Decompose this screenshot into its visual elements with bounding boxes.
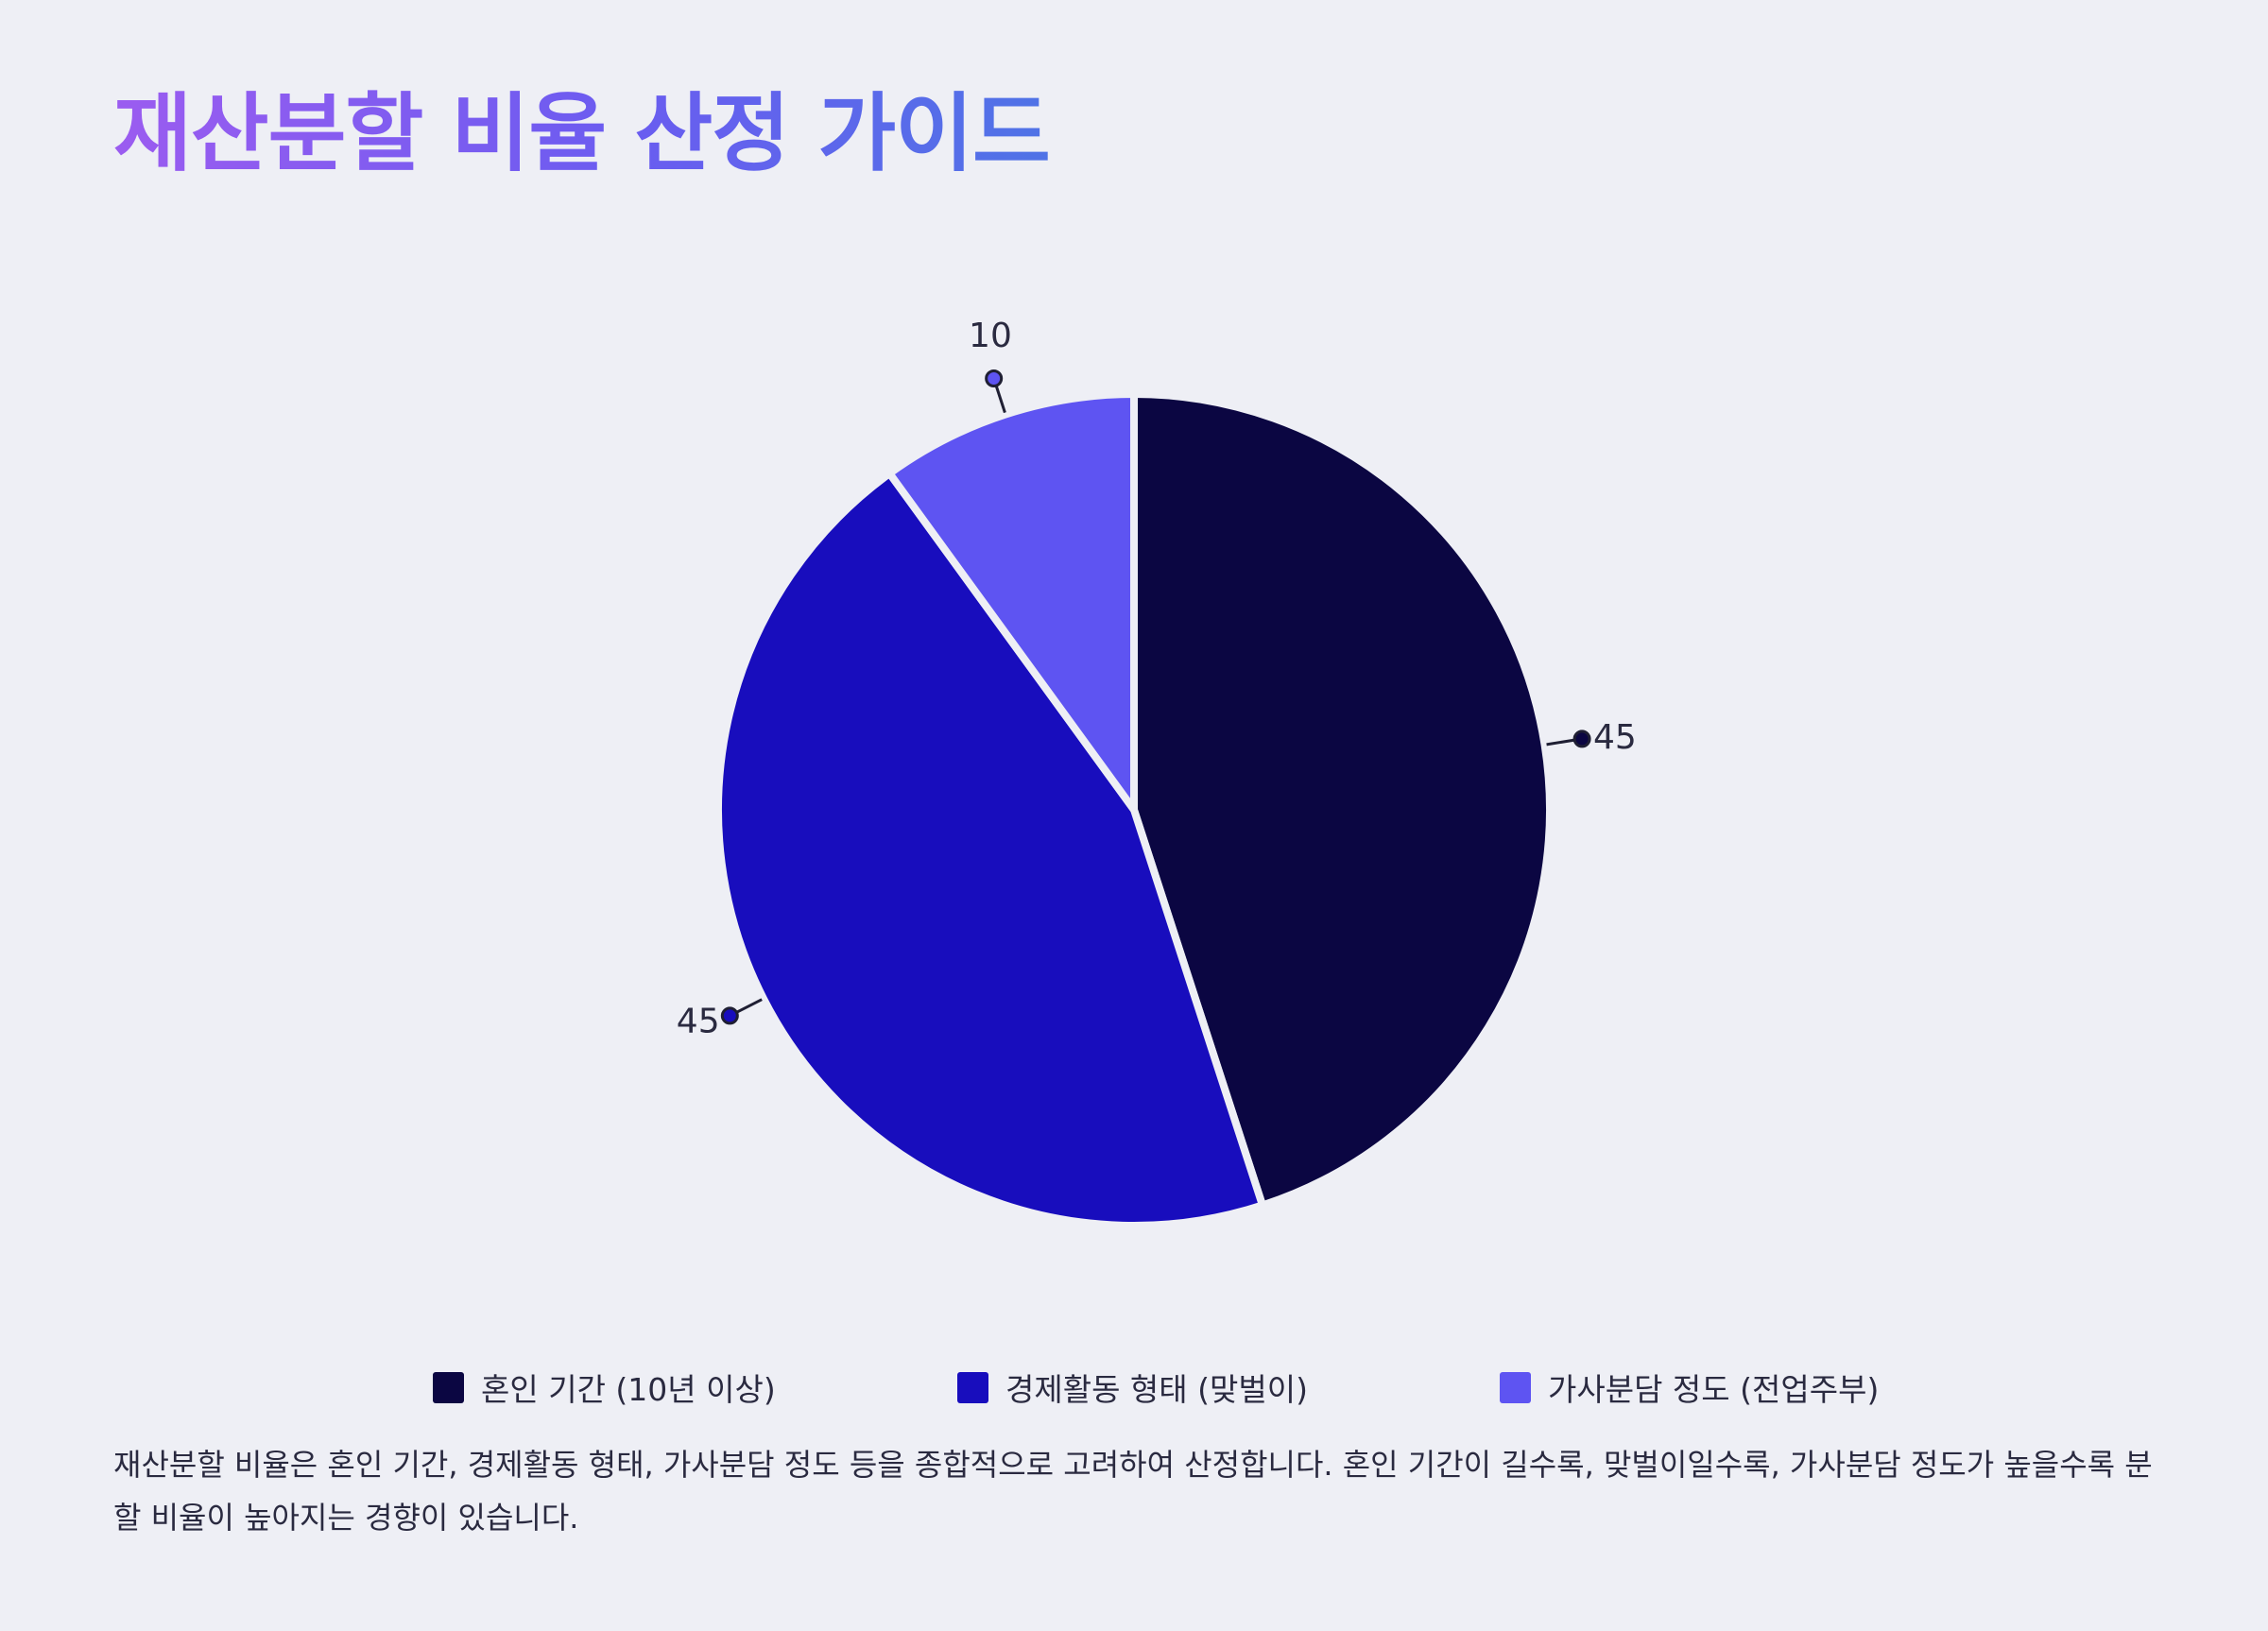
legend-item-housework-share[interactable]: 가사분담 정도 (전업주부) [1500,1365,1879,1410]
pie-data-labels: 45 45 10 [677,317,1637,1040]
legend-label: 가사분담 정도 (전업주부) [1548,1371,1880,1408]
pie-slices [714,390,1554,1229]
chart-legend: 혼인 기간 (10년 이상) 경제활동 형태 (맞벌이) 가사분담 정도 (전업주부… [0,1365,2268,1412]
legend-item-marriage-duration[interactable]: 혼인 기간 (10년 이상) [433,1365,776,1410]
leader-dot-marriage-duration [1572,730,1591,748]
data-label-marriage-duration: 45 [1593,718,1637,757]
legend-swatch [433,1371,464,1403]
pie-slice-housework-share[interactable] [885,390,1138,814]
legend-label: 경제활동 형태 (맞벌이) [1005,1371,1308,1408]
leader-dot-housework-share [985,369,1004,387]
legend-swatch [1500,1371,1531,1403]
legend-label: 혼인 기간 (10년 이상) [481,1371,776,1408]
pie-slice-marriage-duration[interactable] [1130,390,1554,1210]
leader-dot-economic-activity [720,1006,739,1025]
pie-chart: 45 45 10 [676,317,1637,1229]
page-title: 재산분할 비율 산정 가이드 [113,84,1051,183]
legend-swatch [957,1371,988,1403]
data-label-economic-activity: 45 [677,1002,720,1040]
chart-description: 재산분할 비율은 혼인 기간, 경제활동 형태, 가사분담 정도 등을 종합적으… [113,1447,2153,1536]
legend-item-economic-activity[interactable]: 경제활동 형태 (맞벌이) [957,1365,1308,1410]
pie-slice-economic-activity[interactable] [714,470,1266,1229]
data-label-housework-share: 10 [969,317,1012,355]
